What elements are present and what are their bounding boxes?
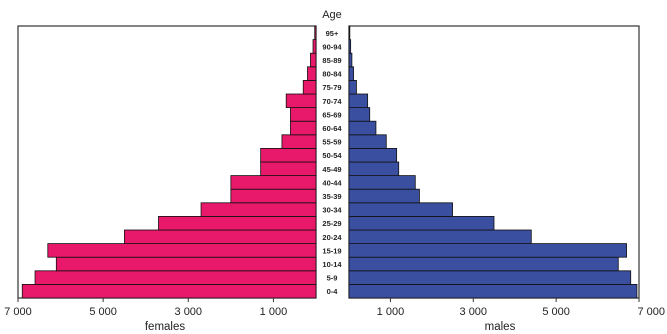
bar-females-60-64 <box>290 120 317 136</box>
bar-males-60-64 <box>348 120 377 136</box>
bar-females-20-24 <box>124 229 317 245</box>
age-label-85-89: 85-89 <box>322 56 341 65</box>
bar-males-20-24 <box>348 229 532 245</box>
males-tick-label: 3 000 <box>460 306 488 318</box>
bar-females-10-14 <box>55 256 317 272</box>
age-label-55-59: 55-59 <box>322 138 341 147</box>
age-label-30-34: 30-34 <box>322 206 342 215</box>
age-axis-title: Age <box>322 9 342 21</box>
females-tick-label: 1 000 <box>260 306 288 318</box>
bar-males-25-29 <box>348 215 495 231</box>
bar-males-40-44 <box>348 175 416 190</box>
bar-females-65-69 <box>290 107 317 122</box>
bar-males-90-94 <box>348 39 352 54</box>
age-label-0-4: 0-4 <box>327 287 339 296</box>
age-label-65-69: 65-69 <box>322 110 341 119</box>
age-label-75-79: 75-79 <box>322 83 341 92</box>
males-tick-label: 7 000 <box>637 306 665 318</box>
bar-males-35-39 <box>348 188 420 204</box>
bar-males-0-4 <box>348 283 638 299</box>
females-tick-label: 7 000 <box>4 306 32 318</box>
bar-males-95+ <box>348 25 351 41</box>
bar-females-85-89 <box>310 52 317 68</box>
females-axis-title: females <box>145 321 186 333</box>
bar-males-10-14 <box>348 256 619 272</box>
males-tick-label: 5 000 <box>542 306 570 318</box>
bar-females-45-49 <box>260 161 317 177</box>
bar-males-65-69 <box>348 107 371 122</box>
age-label-40-44: 40-44 <box>322 178 342 187</box>
females-tick-label: 5 000 <box>89 306 117 318</box>
bar-females-50-54 <box>260 147 317 163</box>
bar-females-25-29 <box>158 215 317 231</box>
bar-females-80-84 <box>307 66 317 81</box>
age-label-50-54: 50-54 <box>322 151 342 160</box>
bar-females-30-34 <box>200 202 317 217</box>
bar-females-0-4 <box>21 283 317 299</box>
bar-males-85-89 <box>348 52 353 68</box>
age-label-15-19: 15-19 <box>322 246 341 255</box>
bar-males-30-34 <box>348 202 453 217</box>
bar-males-70-74 <box>348 93 369 109</box>
age-label-25-29: 25-29 <box>322 219 341 228</box>
bar-females-5-9 <box>34 270 317 285</box>
bar-females-35-39 <box>230 188 317 204</box>
bar-females-15-19 <box>47 243 317 258</box>
bar-males-80-84 <box>348 66 354 81</box>
age-label-80-84: 80-84 <box>322 70 342 79</box>
bar-females-55-59 <box>281 134 317 149</box>
bar-females-95+ <box>314 25 317 41</box>
bar-males-15-19 <box>348 243 627 258</box>
age-label-10-14: 10-14 <box>322 260 342 269</box>
bar-females-75-79 <box>302 80 317 95</box>
bar-females-40-44 <box>230 175 317 190</box>
bar-males-50-54 <box>348 147 398 163</box>
age-label-35-39: 35-39 <box>322 192 341 201</box>
age-label-60-64: 60-64 <box>322 124 342 133</box>
age-label-90-94: 90-94 <box>322 42 342 51</box>
age-label-95+: 95+ <box>326 29 339 38</box>
bar-males-45-49 <box>348 161 400 177</box>
males-tick-label: 1 000 <box>377 306 405 318</box>
bar-males-75-79 <box>348 80 357 95</box>
age-label-20-24: 20-24 <box>322 233 342 242</box>
bar-males-5-9 <box>348 270 632 285</box>
age-label-5-9: 5-9 <box>327 274 338 283</box>
age-label-45-49: 45-49 <box>322 165 341 174</box>
females-tick-label: 3 000 <box>175 306 203 318</box>
males-axis-title: males <box>485 321 516 333</box>
bar-females-90-94 <box>312 39 317 54</box>
age-label-70-74: 70-74 <box>322 97 342 106</box>
bar-females-70-74 <box>285 93 317 109</box>
bar-males-55-59 <box>348 134 387 149</box>
